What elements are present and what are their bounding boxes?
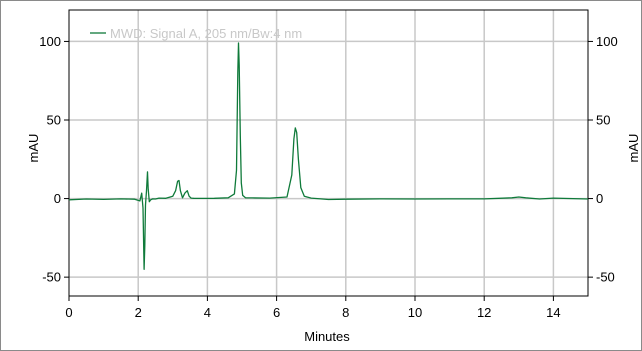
y-axis-title-right: mAU xyxy=(626,134,641,163)
x-axis-title: Minutes xyxy=(304,329,350,344)
plot-area-border xyxy=(68,9,589,297)
x-tick-label: 12 xyxy=(477,305,491,320)
x-tick-label: 2 xyxy=(135,305,142,320)
axis-tick-labels: 0 2 4 6 8 10 12 14 -50 -50 0 0 50 50 100 100 xyxy=(39,34,617,320)
y-tick-label-left: 100 xyxy=(39,34,61,49)
x-tick-label: 6 xyxy=(273,305,280,320)
y-tick-label-right: -50 xyxy=(596,270,615,285)
x-tick-label: 8 xyxy=(342,305,349,320)
legend: MWD: Signal A, 205 nm/Bw:4 nm xyxy=(90,26,302,41)
y-tick-label-right: 0 xyxy=(596,191,603,206)
legend-label: MWD: Signal A, 205 nm/Bw:4 nm xyxy=(110,26,302,41)
grid-lines xyxy=(69,10,588,296)
x-tick-label: 10 xyxy=(408,305,422,320)
axis-ticks xyxy=(64,40,593,301)
x-tick-label: 14 xyxy=(546,305,560,320)
x-tick-label: 4 xyxy=(204,305,211,320)
y-tick-label-right: 100 xyxy=(596,34,618,49)
signal-trace-line xyxy=(68,42,589,270)
y-tick-label-left: -50 xyxy=(42,270,61,285)
y-tick-label-right: 50 xyxy=(596,113,610,128)
y-axis-title-left: mAU xyxy=(26,134,41,163)
y-tick-label-left: 50 xyxy=(47,113,61,128)
y-tick-label-left: 0 xyxy=(54,191,61,206)
x-tick-label: 0 xyxy=(65,305,72,320)
